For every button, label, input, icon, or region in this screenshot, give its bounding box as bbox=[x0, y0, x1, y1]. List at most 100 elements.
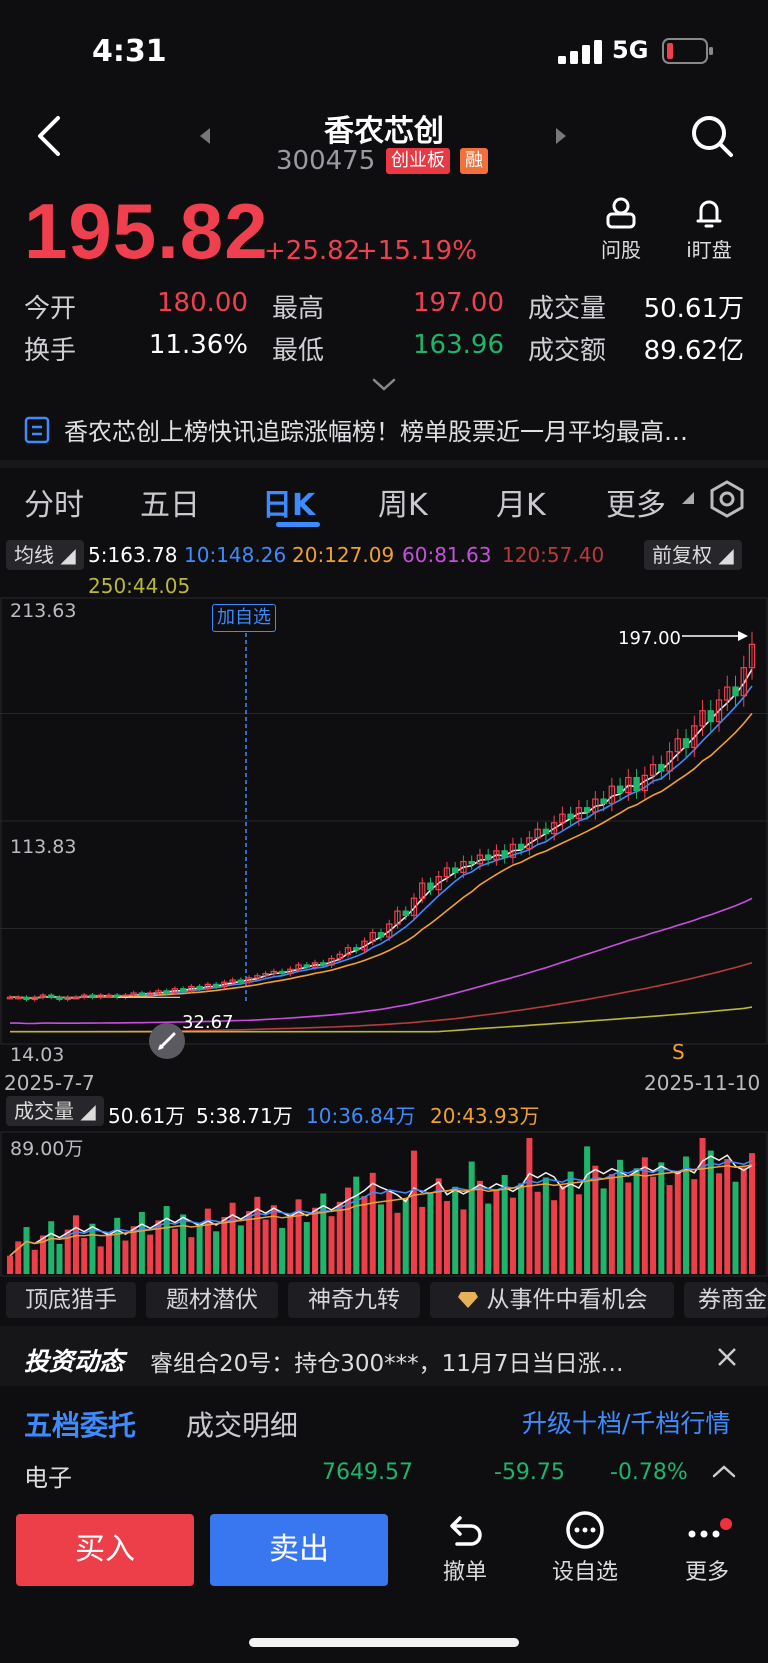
max-arrow-head bbox=[738, 631, 748, 641]
candle-body bbox=[254, 975, 261, 979]
volume-bar bbox=[312, 1207, 319, 1274]
volume-bar bbox=[633, 1168, 640, 1274]
volume-bar bbox=[155, 1220, 162, 1274]
candle-body bbox=[419, 882, 426, 899]
candle-body bbox=[344, 947, 352, 955]
stock-name: 香农芯创 bbox=[324, 114, 444, 149]
candle-body bbox=[89, 994, 96, 998]
tab-daily-k[interactable]: 日K bbox=[262, 488, 316, 523]
candle-body bbox=[633, 776, 640, 792]
volume-bar bbox=[683, 1156, 690, 1274]
tab-monthly-k[interactable]: 月K bbox=[496, 488, 546, 523]
back-icon[interactable] bbox=[30, 112, 70, 160]
volume-bar bbox=[15, 1241, 22, 1274]
candle-body bbox=[748, 643, 756, 669]
max-price-label: 197.00 bbox=[618, 628, 681, 649]
expand-chevron-icon[interactable] bbox=[372, 378, 396, 392]
volume-bar bbox=[345, 1187, 352, 1274]
candle-body bbox=[72, 996, 80, 1000]
upgrade-link[interactable]: 升级十档/千档行情 bbox=[522, 1409, 731, 1438]
news-ticker[interactable]: 香农芯创上榜快讯追踪涨幅榜！榜单股票近一月平均最高… bbox=[64, 418, 688, 446]
volume-bar bbox=[81, 1238, 88, 1274]
draw-tool-icon[interactable] bbox=[148, 1022, 186, 1060]
tab-weekly-k[interactable]: 周K bbox=[378, 488, 428, 523]
candle-body bbox=[179, 988, 187, 992]
buy-button[interactable]: 买入 bbox=[16, 1514, 194, 1586]
chip-event-opportunity[interactable]: 从事件中看机会 bbox=[430, 1282, 674, 1318]
volume-bar bbox=[501, 1174, 508, 1274]
prev-stock-icon[interactable] bbox=[200, 128, 210, 144]
watch-button[interactable]: i盯盘 bbox=[674, 196, 744, 263]
invest-banner[interactable] bbox=[0, 1326, 768, 1386]
candle-body bbox=[64, 996, 71, 1001]
low-value: 163.96 bbox=[413, 330, 504, 360]
candle-body bbox=[583, 807, 591, 813]
close-icon[interactable] bbox=[716, 1346, 738, 1368]
candle-body bbox=[287, 968, 294, 975]
chip-theme-ambush[interactable]: 题材潜伏 bbox=[146, 1282, 278, 1318]
volume-chart[interactable] bbox=[0, 1130, 768, 1278]
candle-body bbox=[369, 932, 376, 942]
ma20-line bbox=[10, 712, 753, 999]
ma-selector[interactable]: 均线 ◢ bbox=[6, 540, 84, 570]
volume-bar bbox=[394, 1212, 401, 1274]
more-button[interactable]: 更多 bbox=[662, 1510, 752, 1586]
amount-label: 成交额 bbox=[528, 336, 607, 366]
chip-broker[interactable]: 券商金 bbox=[684, 1282, 768, 1318]
signal-icon bbox=[558, 40, 602, 64]
tab-order-book[interactable]: 五档委托 bbox=[24, 1409, 137, 1442]
sector-name[interactable]: 电子 bbox=[24, 1464, 72, 1492]
bell-icon bbox=[696, 200, 722, 228]
tab-more[interactable]: 更多 bbox=[606, 488, 666, 523]
settings-icon[interactable] bbox=[708, 480, 746, 518]
candlestick-chart[interactable] bbox=[0, 596, 768, 1066]
volume-bar bbox=[196, 1222, 203, 1274]
candle-body bbox=[517, 843, 525, 850]
collapse-chevron-icon[interactable] bbox=[712, 1464, 736, 1478]
volume-bar bbox=[476, 1180, 483, 1274]
volume-bar bbox=[64, 1229, 71, 1274]
volume-bar bbox=[386, 1190, 393, 1274]
tab-five-day[interactable]: 五日 bbox=[140, 488, 200, 523]
volume-bar bbox=[740, 1167, 747, 1274]
cancel-order-button[interactable]: 撤单 bbox=[420, 1510, 510, 1586]
next-stock-icon[interactable] bbox=[556, 128, 566, 144]
volume-bar bbox=[328, 1216, 335, 1274]
candle-body bbox=[188, 985, 195, 992]
candle-body bbox=[625, 776, 632, 794]
volume-bar bbox=[171, 1228, 178, 1274]
volume-bar bbox=[320, 1193, 327, 1274]
volume-bar bbox=[691, 1179, 698, 1274]
set-watch-button[interactable]: 设自选 bbox=[540, 1510, 630, 1586]
volume-bar bbox=[221, 1217, 228, 1274]
turnover-label: 换手 bbox=[24, 336, 77, 366]
adjust-selector[interactable]: 前复权 ◢ bbox=[644, 540, 742, 570]
ma-label: 均线 bbox=[14, 543, 54, 567]
candle-body bbox=[105, 994, 113, 998]
candle-body bbox=[427, 882, 434, 891]
adjust-label: 前复权 bbox=[652, 543, 712, 567]
ask-stock-button[interactable]: 问股 bbox=[586, 196, 656, 263]
candle-body bbox=[616, 785, 624, 794]
volume-selector[interactable]: 成交量 ◢ bbox=[6, 1096, 104, 1126]
search-icon[interactable] bbox=[690, 114, 734, 158]
add-watch-marker[interactable]: 加自选 bbox=[212, 604, 276, 632]
volume-y-top: 89.00万 bbox=[10, 1138, 84, 1160]
home-indicator bbox=[249, 1638, 519, 1647]
candle-body bbox=[691, 725, 698, 748]
volume-ma20-line bbox=[9, 1164, 753, 1257]
battery-icon bbox=[662, 38, 713, 64]
tab-intraday[interactable]: 分时 bbox=[24, 488, 84, 523]
tab-trade-detail[interactable]: 成交明细 bbox=[186, 1409, 299, 1442]
low-label: 最低 bbox=[272, 336, 325, 366]
sell-button[interactable]: 卖出 bbox=[210, 1514, 388, 1586]
volume-bar bbox=[39, 1235, 46, 1274]
volume-label-text: 成交量 bbox=[14, 1099, 74, 1123]
chip-bottom-top-hunter[interactable]: 顶底猎手 bbox=[6, 1282, 136, 1318]
watch-label: i盯盘 bbox=[686, 238, 732, 262]
volume-value: 50.61万 bbox=[643, 294, 744, 324]
volume-bar bbox=[419, 1206, 426, 1274]
candle-body bbox=[146, 992, 154, 996]
chip-magic-nine[interactable]: 神奇九转 bbox=[288, 1282, 420, 1318]
volume-bar bbox=[509, 1197, 516, 1274]
